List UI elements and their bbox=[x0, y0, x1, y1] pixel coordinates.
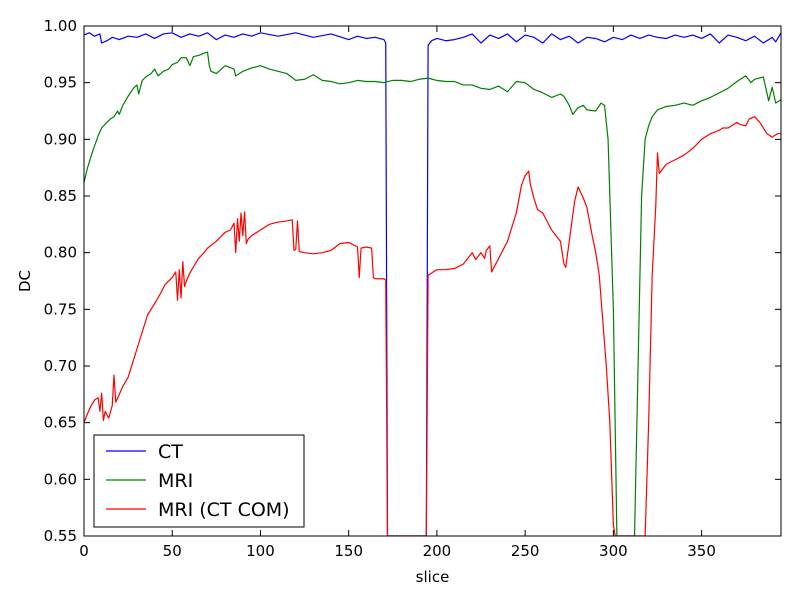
plot-frame bbox=[83, 25, 782, 537]
y-tick-label: 0.60 bbox=[44, 470, 77, 488]
x-axis-label: slice bbox=[416, 568, 450, 586]
y-tick-label: 0.70 bbox=[44, 357, 77, 375]
x-tick-label: 50 bbox=[163, 542, 182, 560]
y-axis-label: DC bbox=[16, 270, 34, 292]
y-tick-label: 0.75 bbox=[44, 300, 77, 318]
legend-label-ct: CT bbox=[158, 441, 183, 463]
legend-box bbox=[93, 434, 305, 528]
x-tick-label: 100 bbox=[246, 542, 275, 560]
ticks-layer: 0 50 100 150 200 250 300 350 0.55 0.60 0.65 0.70 0.7… bbox=[44, 17, 781, 560]
y-tick-label: 0.90 bbox=[44, 130, 77, 148]
x-tick-label: 0 bbox=[79, 542, 89, 560]
series-layer bbox=[84, 32, 781, 536]
legend-label-mri: MRI bbox=[158, 470, 193, 492]
y-tick-label: 0.55 bbox=[44, 527, 77, 545]
y-tick-label: 0.95 bbox=[44, 74, 77, 92]
y-tick-label: 0.85 bbox=[44, 187, 77, 205]
x-tick-label: 250 bbox=[511, 542, 540, 560]
y-tick-label: 1.00 bbox=[44, 17, 77, 35]
x-tick-label: 300 bbox=[599, 542, 628, 560]
series-line-ct bbox=[84, 32, 781, 536]
series-line-mri bbox=[84, 51, 781, 536]
legend-label-mri-ct-com: MRI (CT COM) bbox=[158, 499, 290, 521]
series-line-mri-ct-com bbox=[84, 116, 781, 536]
y-tick-label: 0.65 bbox=[44, 414, 77, 432]
y-tick-label: 0.80 bbox=[44, 244, 77, 262]
x-tick-label: 200 bbox=[423, 542, 452, 560]
x-tick-label: 350 bbox=[687, 542, 716, 560]
legend: CT MRI MRI (CT COM) bbox=[93, 434, 305, 528]
x-tick-label: 150 bbox=[334, 542, 363, 560]
